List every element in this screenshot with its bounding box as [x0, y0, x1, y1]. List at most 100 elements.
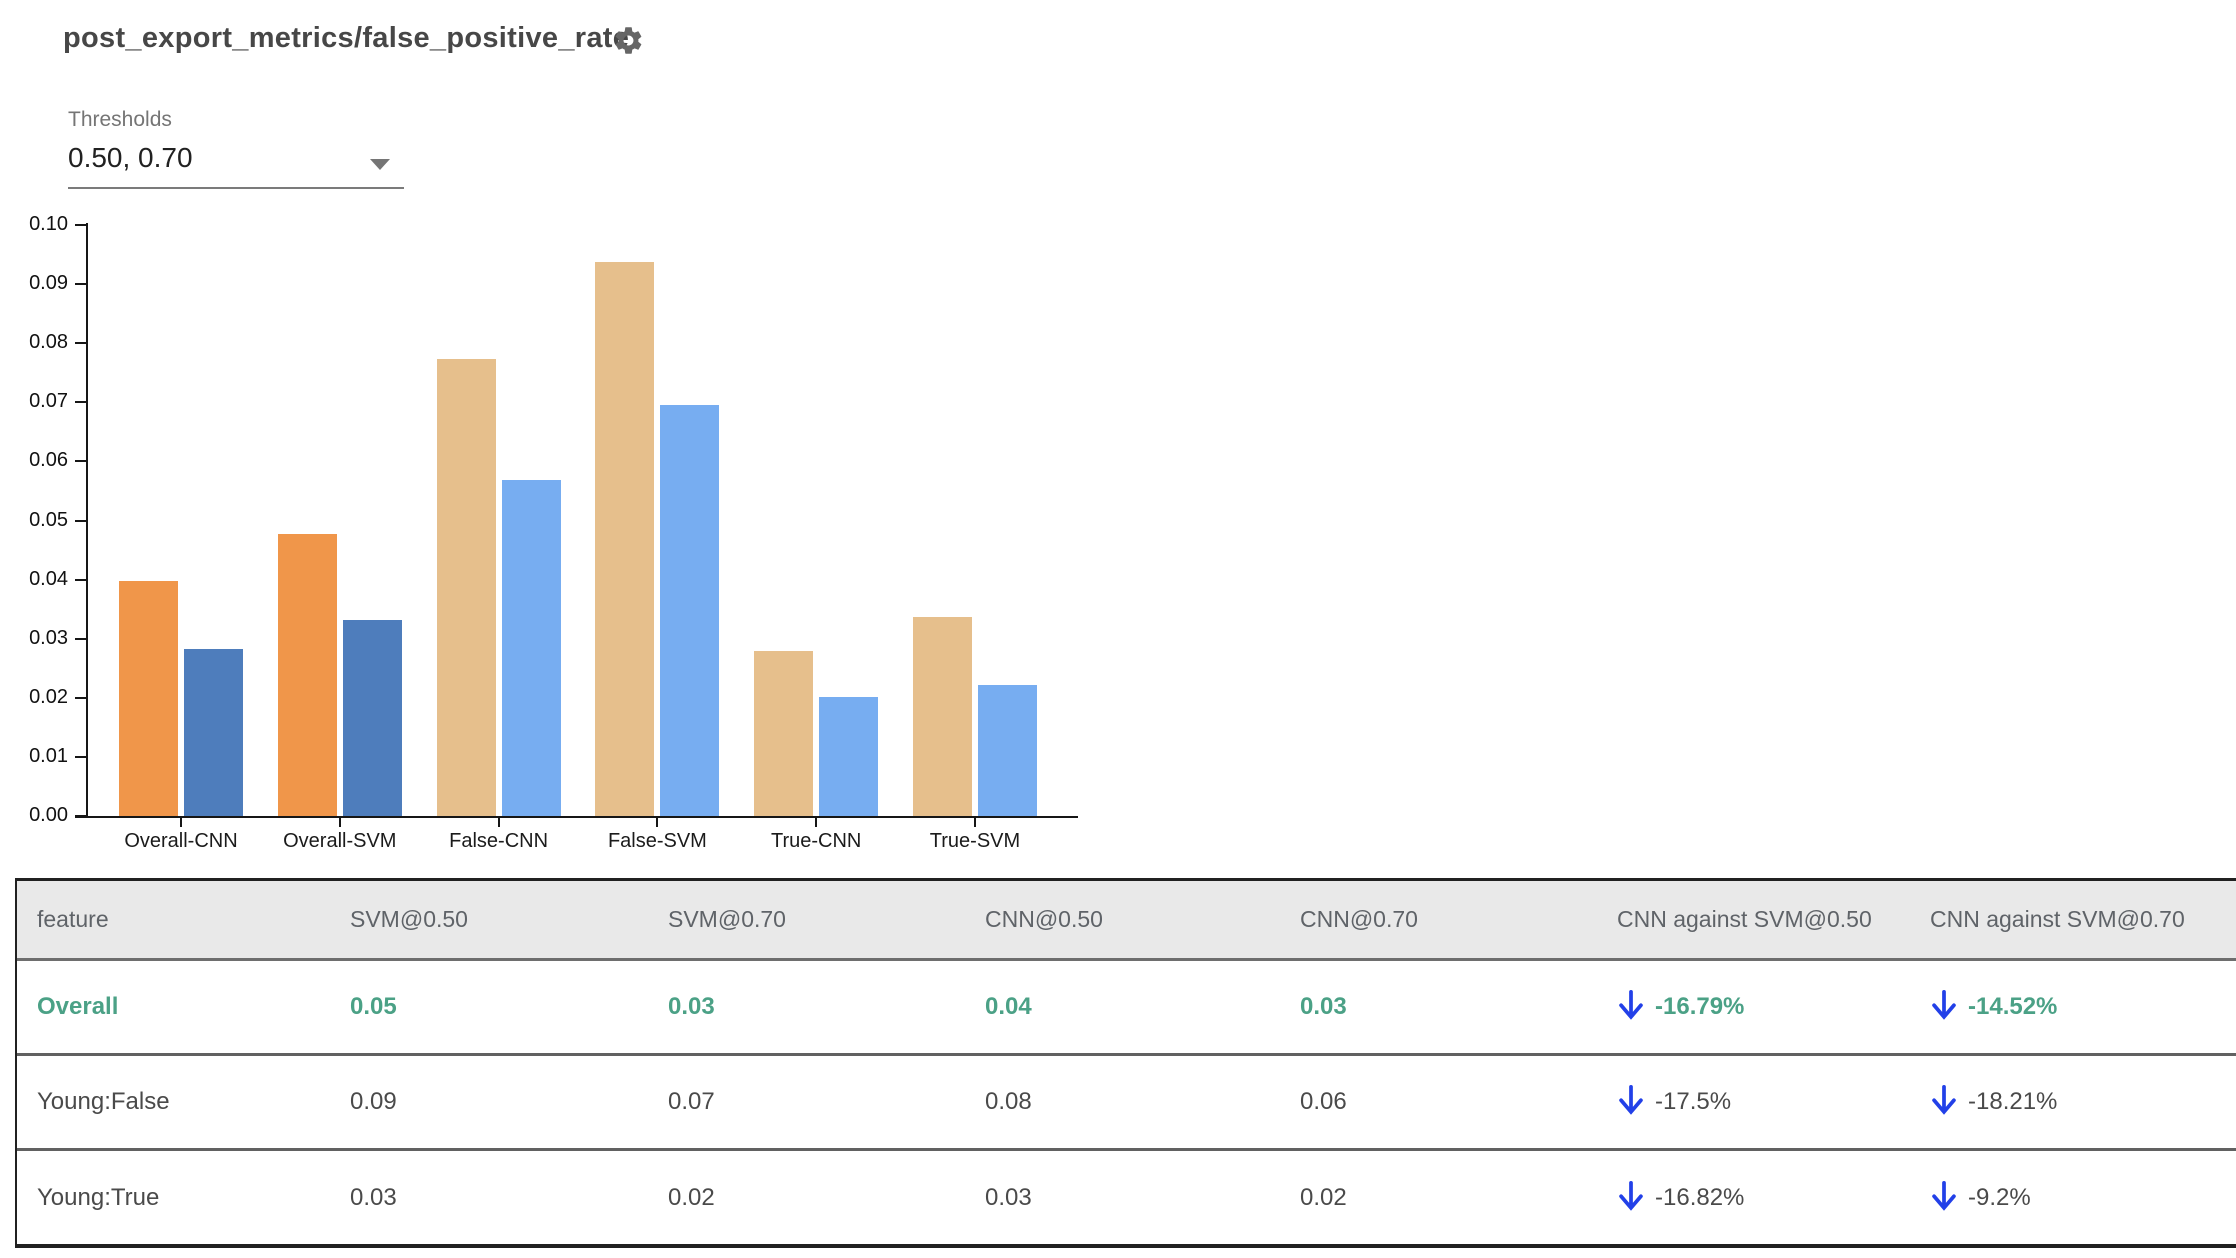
metric-value-cell: 0.07	[668, 1088, 715, 1115]
bar-True-SVM-threshold@0.70	[978, 685, 1037, 816]
table-row-Young:True: Young:True 0.03 0.02 0.03 0.02 -16.82% -9.2%	[17, 1151, 2236, 1244]
y-tick-mark	[75, 342, 87, 345]
feature-cell: Overall	[37, 993, 119, 1020]
y-tick-mark	[75, 815, 87, 817]
thresholds-value: 0.50, 0.70	[68, 142, 193, 173]
arrow-down-icon	[1619, 1180, 1643, 1211]
select-underline	[68, 187, 404, 189]
metric-value-cell: 0.02	[668, 1183, 715, 1211]
metric-value-cell: 0.02	[1300, 1183, 1347, 1211]
comparison-cell: -16.79%	[1597, 961, 1910, 1053]
bar-False-CNN-threshold@0.70	[501, 480, 561, 816]
x-tick-mark	[974, 818, 976, 827]
x-tick-mark	[338, 818, 341, 827]
table-header-row: feature SVM@0.50 SVM@0.70 CNN@0.50 CNN@0…	[17, 881, 2236, 961]
metric-value-cell: 0.03	[350, 1183, 397, 1211]
x-tick-mark	[815, 818, 818, 827]
y-tick-label: 0.07	[29, 390, 68, 413]
x-axis-label: True-SVM	[929, 830, 1021, 852]
feature-cell: Young:True	[37, 1183, 160, 1211]
bar-False-SVM-threshold@0.50	[595, 262, 655, 816]
bar-Overall-SVM-threshold@0.70	[342, 620, 402, 816]
table-row-Overall: Overall 0.05 0.03 0.04 0.03 -16.79% -14.52%	[17, 961, 2236, 1056]
comparison-cell: -18.21%	[1910, 1056, 2236, 1148]
x-axis-label: False-CNN	[449, 830, 549, 852]
delta-percentage: -18.21%	[1968, 1088, 2058, 1115]
delta-percentage: -14.52%	[1968, 993, 2058, 1020]
y-tick-label: 0.04	[29, 567, 68, 590]
column-header-cnn-vs-svm-070: CNN against SVM@0.70	[1930, 906, 2185, 932]
bar-False-CNN-threshold@0.50	[436, 359, 496, 816]
comparison-cell: -17.5%	[1597, 1056, 1910, 1148]
y-tick-label: 0.08	[29, 331, 68, 354]
column-header-cnn-050: CNN@0.50	[985, 906, 1103, 932]
metric-value-cell: 0.03	[1300, 993, 1347, 1020]
x-axis-label: True-CNN	[771, 830, 862, 852]
bar-True-CNN-threshold@0.50	[754, 651, 814, 816]
y-tick-mark	[75, 460, 87, 463]
y-tick-label: 0.06	[29, 449, 68, 472]
bar-False-SVM-threshold@0.70	[660, 405, 720, 816]
thresholds-label: Thresholds	[68, 108, 172, 131]
bar-chart: 0.00 0.01 0.02 0.03 0.04 0.05 0.06 0.07 0.08 0.09…	[0, 0, 1120, 880]
y-tick-label: 0.02	[29, 685, 68, 708]
y-tick-label: 0.09	[29, 272, 68, 295]
column-header-cnn-070: CNN@0.70	[1300, 906, 1418, 932]
metric-value-cell: 0.04	[985, 993, 1032, 1020]
y-axis-line	[86, 223, 88, 818]
metrics-table: feature SVM@0.50 SVM@0.70 CNN@0.50 CNN@0…	[15, 878, 2236, 1248]
delta-percentage: -9.2%	[1968, 1183, 2031, 1211]
arrow-down-icon	[1932, 1084, 1956, 1115]
bar-True-SVM-threshold@0.50	[913, 617, 972, 816]
x-axis-line	[75, 816, 1078, 818]
y-tick-mark	[75, 637, 87, 640]
bar-True-CNN-threshold@0.70	[819, 697, 879, 816]
y-tick-label: 0.10	[29, 213, 68, 235]
settings-gear-icon[interactable]	[612, 24, 645, 57]
y-tick-mark	[75, 401, 87, 404]
y-tick-label: 0.03	[29, 626, 68, 649]
x-axis-label: Overall-CNN	[124, 830, 238, 852]
delta-percentage: -17.5%	[1655, 1088, 1732, 1115]
metric-value-cell: 0.06	[1300, 1088, 1347, 1115]
metric-value-cell: 0.03	[985, 1183, 1032, 1211]
arrow-down-icon	[1619, 989, 1643, 1020]
column-header-svm-050: SVM@0.50	[350, 906, 468, 932]
x-axis-label: False-SVM	[607, 830, 707, 852]
y-tick-label: 0.00	[29, 804, 68, 826]
bar-Overall-CNN-threshold@0.50	[119, 581, 178, 816]
comparison-cell: -9.2%	[1910, 1151, 2236, 1244]
caret-down-icon	[370, 159, 390, 170]
column-header-svm-070: SVM@0.70	[668, 906, 786, 932]
y-tick-mark	[75, 224, 87, 226]
arrow-down-icon	[1619, 1084, 1643, 1115]
y-tick-mark	[75, 283, 87, 286]
delta-percentage: -16.79%	[1655, 993, 1745, 1020]
arrow-down-icon	[1932, 1180, 1956, 1211]
y-tick-label: 0.05	[29, 508, 68, 531]
y-tick-mark	[75, 755, 87, 758]
comparison-cell: -14.52%	[1910, 961, 2236, 1053]
x-tick-mark	[656, 818, 659, 827]
metric-value-cell: 0.05	[350, 993, 397, 1020]
y-tick-mark	[75, 519, 87, 522]
x-axis-label: Overall-SVM	[283, 830, 397, 852]
x-tick-mark	[180, 818, 182, 827]
feature-cell: Young:False	[37, 1088, 170, 1115]
delta-percentage: -16.82%	[1655, 1183, 1745, 1211]
metric-value-cell: 0.03	[668, 993, 715, 1020]
y-tick-label: 0.01	[29, 744, 68, 767]
page-title: post_export_metrics/false_positive_rate	[63, 22, 630, 54]
x-tick-mark	[497, 818, 500, 827]
column-header-feature: feature	[37, 906, 109, 932]
y-tick-mark	[75, 578, 87, 581]
metric-value-cell: 0.08	[985, 1088, 1032, 1115]
metric-value-cell: 0.09	[350, 1088, 397, 1115]
bar-Overall-SVM-threshold@0.50	[277, 534, 337, 816]
table-row-Young:False: Young:False 0.09 0.07 0.08 0.06 -17.5% -18.21%	[17, 1056, 2236, 1151]
arrow-down-icon	[1932, 989, 1956, 1020]
thresholds-select[interactable]: Thresholds 0.50, 0.70	[68, 108, 404, 190]
column-header-cnn-vs-svm-050: CNN against SVM@0.50	[1617, 906, 1872, 932]
comparison-cell: -16.82%	[1597, 1151, 1910, 1244]
